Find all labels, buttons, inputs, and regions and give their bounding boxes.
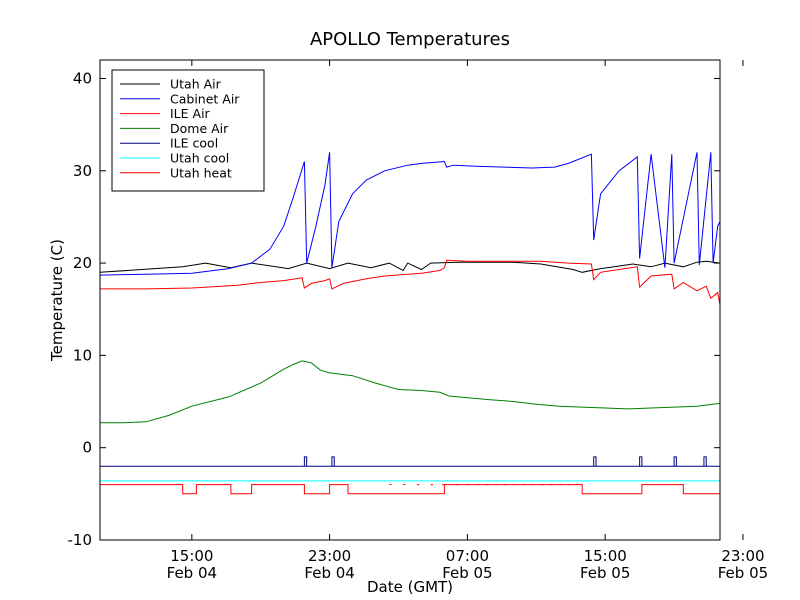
legend-label: Utah cool	[170, 151, 229, 166]
x-tick-label-time: 15:00	[170, 547, 213, 565]
series-lines	[100, 152, 720, 495]
plot-frame	[99, 59, 721, 541]
legend-label: Utah heat	[170, 165, 232, 180]
series-line-dome-air	[100, 360, 720, 424]
y-tick-label: -10	[68, 531, 93, 549]
y-tick-label: 0	[82, 439, 92, 457]
legend-entry-cabinet-air: Cabinet Air	[120, 91, 240, 106]
series-pulse-ile-cool	[303, 456, 308, 467]
legend-box	[111, 69, 265, 192]
x-tick-label-date: Feb 05	[442, 564, 492, 582]
series-pulse-ile-cool	[703, 456, 707, 467]
legend-entry-ile-air: ILE Air	[120, 106, 211, 121]
legend-entry-ile-cool: ILE cool	[120, 136, 218, 151]
series-line-cabinet-air	[100, 152, 720, 276]
series-dome-air	[100, 360, 720, 424]
chart-title: APOLLO Temperatures	[310, 29, 510, 50]
x-tick-label-date: Feb 04	[304, 564, 354, 582]
legend-entry-utah-cool: Utah cool	[120, 151, 229, 166]
series-line-utah-heat	[100, 484, 720, 495]
ticks-layer	[100, 60, 744, 541]
series-ile-air	[100, 259, 720, 305]
series-line-utah-air	[100, 260, 720, 273]
legend-entry-utah-air: Utah Air	[120, 77, 222, 92]
series-utah-air	[100, 260, 720, 273]
legend-entry-utah-heat: Utah heat	[120, 165, 232, 180]
legend-label: ILE Air	[170, 106, 211, 121]
series-ile-cool	[100, 456, 720, 467]
y-tick-label: 40	[73, 69, 92, 87]
x-tick-label-time: 15:00	[584, 547, 627, 565]
y-tick-label: 30	[73, 162, 92, 180]
series-utah-heat	[100, 484, 720, 495]
legend-label: ILE cool	[170, 136, 218, 151]
x-tick-label-time: 23:00	[721, 547, 764, 565]
series-pulse-ile-cool	[639, 456, 643, 467]
x-tick-label-date: Feb 04	[167, 564, 217, 582]
legend-label: Utah Air	[170, 77, 222, 92]
y-axis-title: Temperature (C)	[48, 239, 66, 362]
x-axis-title: Date (GMT)	[367, 578, 453, 596]
series-line-ile-air	[100, 259, 720, 305]
series-cabinet-air	[100, 152, 720, 276]
y-tick-label: 20	[73, 254, 92, 272]
series-pulse-ile-cool	[673, 456, 677, 467]
legend-label: Dome Air	[170, 121, 229, 136]
legend-label: Cabinet Air	[170, 91, 240, 106]
series-pulse-ile-cool	[331, 456, 335, 467]
x-tick-label-date: Feb 05	[718, 564, 768, 582]
legend-entry-dome-air: Dome Air	[120, 121, 229, 136]
y-tick-label: 10	[73, 346, 92, 364]
x-tick-label-time: 07:00	[446, 547, 489, 565]
series-layer	[100, 152, 720, 495]
x-tick-label-time: 23:00	[308, 547, 351, 565]
series-pulse-ile-cool	[593, 456, 597, 467]
x-tick-label-date: Feb 05	[580, 564, 630, 582]
